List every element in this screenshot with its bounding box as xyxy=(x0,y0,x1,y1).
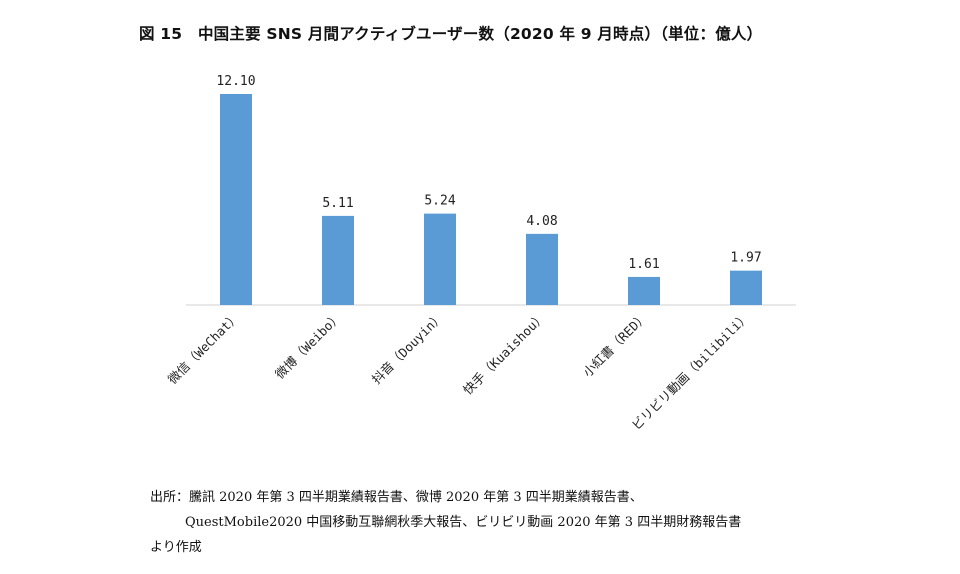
data-label-3: 4.08 xyxy=(526,214,557,229)
category-label-3: 快手（Kuaishou） xyxy=(460,309,549,398)
bar-2 xyxy=(424,213,456,305)
bar-chart: 12.10 微信（WeChat） 5.11 微博（Weibo） 5.24 抖音（Douyi… xyxy=(165,74,796,433)
data-label-4: 1.61 xyxy=(628,257,659,272)
category-label-0: 微信（WeChat） xyxy=(165,309,243,387)
data-label-0: 12.10 xyxy=(216,74,255,89)
chart-title: 図 15 中国主要 SNS 月間アクティブユーザー数（2020 年 9 月時点）… xyxy=(139,25,763,43)
bar-4 xyxy=(628,276,660,305)
bar-1 xyxy=(322,215,354,305)
category-label-2: 抖音（Douyin） xyxy=(369,309,447,387)
source-line-3: より作成 xyxy=(150,540,202,555)
data-label-2: 5.24 xyxy=(424,194,455,209)
category-label-4: 小紅書（RED） xyxy=(580,309,651,380)
category-label-1: 微博（Weibo） xyxy=(272,309,345,382)
bar-0 xyxy=(220,94,252,305)
source-note: 出所：騰訊 2020 年第 3 四半期業績報告書、微博 2020 年第 3 四半… xyxy=(150,485,741,560)
source-line-1: 出所：騰訊 2020 年第 3 四半期業績報告書、微博 2020 年第 3 四半… xyxy=(150,490,643,505)
source-line-2: QuestMobile2020 中国移動互聯網秋季大報告、ビリビリ動画 2020… xyxy=(185,515,742,530)
bar-5 xyxy=(730,270,762,305)
data-label-1: 5.11 xyxy=(322,196,353,211)
data-label-5: 1.97 xyxy=(730,251,761,266)
category-label-5: ビリビリ動画（bilibili） xyxy=(629,309,753,433)
bar-3 xyxy=(526,233,558,305)
